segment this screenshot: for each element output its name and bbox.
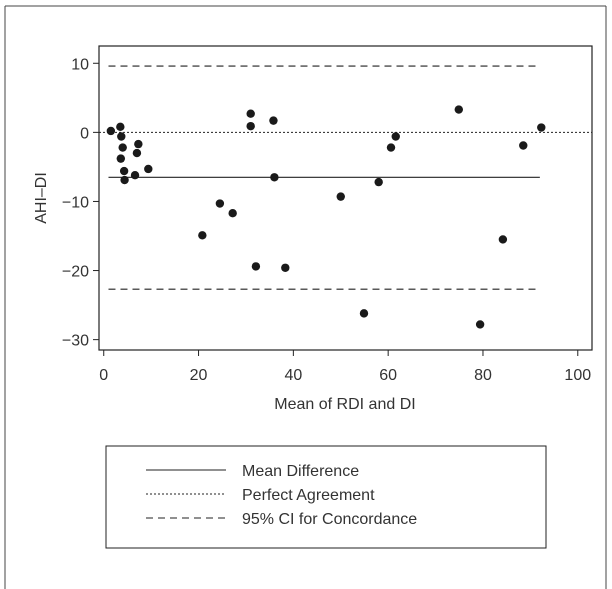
data-point-21 xyxy=(360,309,368,317)
data-point-18 xyxy=(270,173,278,181)
data-point-5 xyxy=(120,167,128,175)
data-point-22 xyxy=(374,178,382,186)
y-tick-label-1: 0 xyxy=(80,125,89,142)
y-tick-label-0: 10 xyxy=(71,56,89,73)
data-point-4 xyxy=(117,154,125,162)
data-point-28 xyxy=(519,141,527,149)
data-point-29 xyxy=(537,123,545,131)
data-point-24 xyxy=(392,132,400,140)
x-tick-label-1: 20 xyxy=(190,367,208,384)
data-point-8 xyxy=(133,149,141,157)
x-axis-ticks: 0 20 40 60 80 100 xyxy=(99,350,591,384)
data-point-10 xyxy=(144,165,152,173)
legend-label-perfect-agreement: Perfect Agreement xyxy=(242,487,375,504)
y-tick-label-2: −10 xyxy=(62,194,89,211)
x-tick-label-4: 80 xyxy=(474,367,492,384)
data-point-2 xyxy=(117,132,125,140)
reference-lines xyxy=(99,66,592,289)
x-tick-label-0: 0 xyxy=(99,367,108,384)
legend-label-95-ci-for-concordance: 95% CI for Concordance xyxy=(242,511,417,528)
data-point-17 xyxy=(269,116,277,124)
data-point-20 xyxy=(337,192,345,200)
data-point-23 xyxy=(387,143,395,151)
x-tick-label-3: 60 xyxy=(379,367,397,384)
x-tick-label-2: 40 xyxy=(284,367,302,384)
y-axis-ticks: 10 0 −10 −20 −30 xyxy=(62,56,99,349)
data-point-12 xyxy=(216,199,224,207)
data-point-25 xyxy=(455,105,463,113)
data-point-1 xyxy=(116,123,124,131)
data-point-11 xyxy=(198,231,206,239)
legend-label-mean-difference: Mean Difference xyxy=(242,463,359,480)
y-tick-label-4: −30 xyxy=(62,333,89,350)
data-point-7 xyxy=(134,140,142,148)
data-point-15 xyxy=(246,122,254,130)
data-point-26 xyxy=(476,320,484,328)
y-axis-title: AHI–DI xyxy=(33,172,50,224)
data-point-3 xyxy=(119,143,127,151)
data-point-0 xyxy=(107,127,115,135)
x-axis-title: Mean of RDI and DI xyxy=(274,396,415,413)
x-tick-label-5: 100 xyxy=(564,367,591,384)
plot-area xyxy=(99,46,592,350)
data-point-16 xyxy=(252,262,260,270)
data-point-14 xyxy=(246,110,254,118)
data-points xyxy=(107,105,546,328)
data-point-27 xyxy=(499,235,507,243)
data-point-13 xyxy=(228,209,236,217)
data-point-6 xyxy=(120,176,128,184)
data-point-9 xyxy=(131,171,139,179)
y-tick-label-3: −20 xyxy=(62,264,89,281)
data-point-19 xyxy=(281,264,289,272)
